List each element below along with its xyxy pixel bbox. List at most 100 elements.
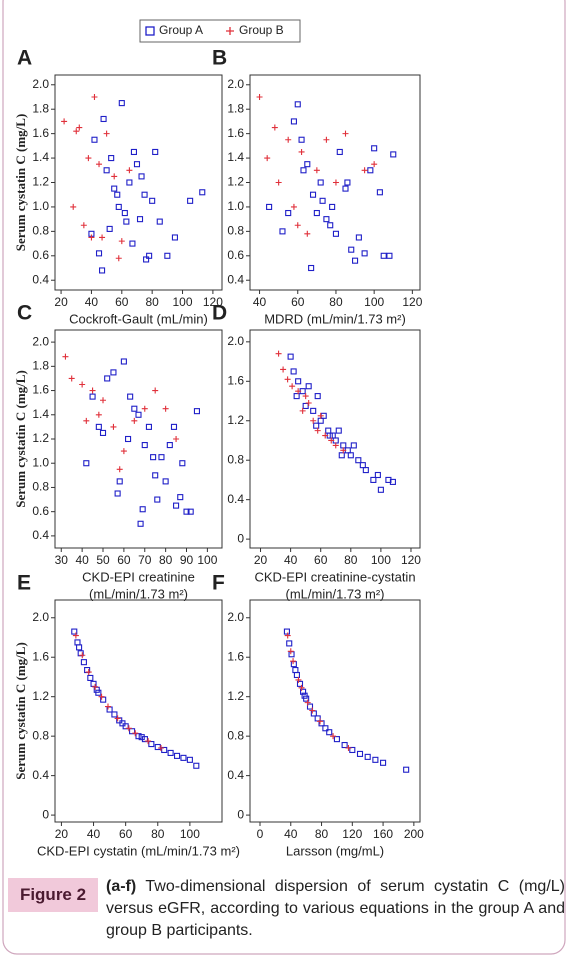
point <box>356 750 364 757</box>
point <box>310 417 317 424</box>
point <box>120 358 127 365</box>
point <box>95 250 103 257</box>
point <box>300 167 307 174</box>
y-tick-label: 1.2 <box>227 689 244 703</box>
point <box>323 136 330 143</box>
point <box>114 191 121 198</box>
point <box>328 437 335 444</box>
x-tick-label: 70 <box>138 553 152 567</box>
point <box>295 388 302 395</box>
point <box>390 151 397 158</box>
point <box>292 667 299 674</box>
point <box>370 476 377 483</box>
x-tick-label: 120 <box>401 553 421 567</box>
x-tick-label: 40 <box>87 827 101 841</box>
point <box>310 407 317 414</box>
point <box>70 203 77 210</box>
point <box>193 408 200 415</box>
point <box>126 179 133 186</box>
panel-label: C <box>17 302 32 325</box>
point <box>72 632 79 639</box>
point <box>143 256 150 263</box>
point <box>301 692 308 699</box>
point <box>386 252 393 259</box>
x-axis-title: Larsson (mg/mL) <box>286 843 384 858</box>
point <box>187 508 194 515</box>
point <box>329 203 336 210</box>
x-tick-label: 60 <box>291 295 305 309</box>
point <box>322 725 329 732</box>
point <box>308 264 315 272</box>
point <box>306 703 314 710</box>
point <box>290 203 297 210</box>
point <box>114 715 121 722</box>
point <box>100 115 107 123</box>
point <box>332 179 339 186</box>
point <box>139 506 146 513</box>
point <box>305 399 312 406</box>
point <box>314 393 321 400</box>
point <box>111 173 118 180</box>
plot-frame <box>249 329 421 549</box>
y-tick-label: 1.4 <box>32 407 49 421</box>
legend-box <box>139 19 301 43</box>
x-axis-title: Cockroft-Gault (mL/min) <box>69 311 208 326</box>
point <box>317 718 323 725</box>
point <box>364 753 371 760</box>
point <box>154 743 161 751</box>
point <box>295 676 302 683</box>
point <box>99 429 107 436</box>
point <box>145 738 152 745</box>
point <box>309 707 316 714</box>
point <box>141 405 148 412</box>
point <box>138 173 145 180</box>
point <box>376 189 383 196</box>
point <box>335 427 342 434</box>
y-tick-label: 0.4 <box>32 768 49 782</box>
point <box>136 216 144 223</box>
y-tick-label: 1.6 <box>227 373 244 387</box>
point <box>389 478 396 485</box>
y-tick-label: 2.0 <box>227 334 244 348</box>
y-axis-title: Serum cystatin C (mg/L) <box>13 642 28 780</box>
point <box>80 659 87 666</box>
point <box>347 452 354 459</box>
point <box>380 252 387 259</box>
caption-lead: (a-f) <box>106 878 137 895</box>
x-tick-label: 30 <box>55 553 69 567</box>
y-tick-label: 0.8 <box>32 480 49 494</box>
point <box>186 756 193 763</box>
y-tick-label: 2.0 <box>32 334 49 348</box>
point <box>304 699 311 706</box>
point <box>167 749 174 756</box>
x-tick-label: 80 <box>315 827 329 841</box>
point <box>162 478 169 485</box>
point <box>309 191 317 198</box>
y-tick-label: 0.8 <box>32 224 49 238</box>
legend-label: Group A <box>159 23 203 37</box>
point <box>164 252 171 259</box>
point <box>372 756 379 763</box>
point <box>300 688 307 695</box>
point <box>179 460 186 467</box>
panel-label: A <box>17 47 32 70</box>
caption-label: Figure 2 <box>8 878 98 912</box>
caption: (a-f) Two-dimensional dispersion of seru… <box>106 876 565 942</box>
point <box>285 136 292 143</box>
y-tick-label: 0.8 <box>227 452 244 466</box>
point <box>294 101 301 108</box>
point <box>326 729 333 736</box>
y-tick-label: 0.8 <box>227 728 244 742</box>
x-tick-label: 60 <box>115 295 129 309</box>
point <box>374 471 381 479</box>
point <box>294 222 301 229</box>
point <box>266 203 273 210</box>
point <box>325 427 332 434</box>
point <box>302 393 309 400</box>
point <box>96 161 103 168</box>
point <box>275 179 282 186</box>
point <box>62 353 69 360</box>
point <box>73 128 80 135</box>
point <box>264 155 271 162</box>
